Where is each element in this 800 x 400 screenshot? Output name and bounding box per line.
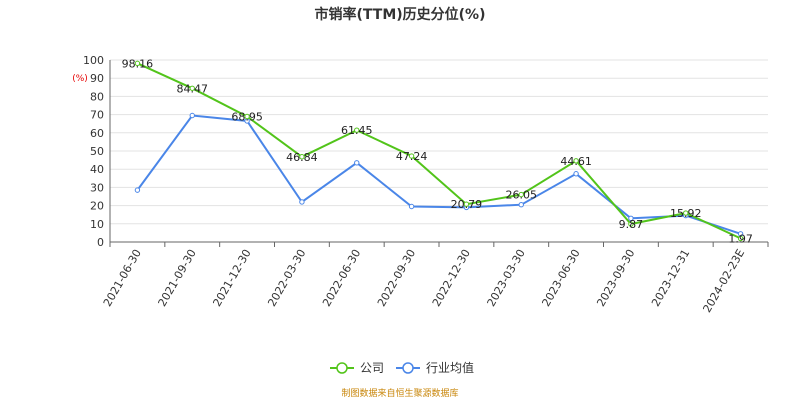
- y-tick-labels: 0 10 20 30 40 50 60 70 80 90 100: [83, 54, 104, 249]
- series-0-point: [134, 60, 141, 67]
- series-0-point: [408, 153, 415, 159]
- x-tick-label: 2023-12-31: [649, 247, 692, 309]
- series-0-point: [244, 113, 250, 120]
- data-label: 1.97: [728, 232, 753, 245]
- y-tick-label: 10: [90, 218, 104, 231]
- y-tick-label: 40: [90, 163, 104, 176]
- y-tick-label: 20: [90, 200, 104, 213]
- y-tick-label: 100: [83, 54, 104, 67]
- y-tick-label: 60: [90, 127, 104, 140]
- x-tick-labels: 2021-06-30 2021-09-30 2021-12-30 2022-03-30…: [101, 247, 747, 315]
- data-label: 47.24: [396, 150, 428, 163]
- legend[interactable]: 公司 行业均值: [330, 360, 474, 375]
- series-0-point: [737, 235, 744, 242]
- data-label: 61.45: [341, 124, 373, 137]
- legend-item-1[interactable]: 行业均值: [396, 360, 474, 375]
- series-1-point: [518, 201, 524, 208]
- data-labels: 98.16 84.47 68.95 46.84 61.45 47.24 20.79 26.05…: [122, 57, 753, 245]
- chart-title: 市销率(TTM)历史分位(%): [315, 6, 486, 23]
- x-tick-label: 2022-03-30: [265, 247, 308, 309]
- data-label: 84.47: [177, 82, 209, 95]
- axes: [109, 60, 769, 247]
- legend-marker: [402, 362, 414, 374]
- source-note: 制图数据来自恒生聚源数据库: [341, 387, 458, 399]
- y-tick-label: 30: [90, 181, 104, 194]
- series-0-point: [628, 221, 634, 227]
- data-label: 20.79: [451, 198, 483, 211]
- series-1-point: [134, 187, 141, 193]
- x-tick-label: 2022-09-30: [375, 247, 418, 309]
- x-tick-label: 2023-03-30: [485, 247, 528, 309]
- series-0-point: [463, 201, 470, 207]
- legend-marker: [336, 362, 348, 374]
- series-1-point: [573, 171, 579, 177]
- y-tick-label: 90: [90, 72, 104, 85]
- gridlines: [110, 59, 768, 225]
- y-axis-unit: (%): [72, 74, 88, 84]
- series-0-point: [518, 191, 524, 198]
- y-tick-label: 0: [97, 236, 104, 249]
- series-line-1: [136, 114, 741, 235]
- x-tick-label: 2023-06-30: [539, 247, 582, 309]
- y-tick-label: 80: [90, 90, 104, 103]
- y-tick-label: 50: [90, 145, 104, 158]
- x-tick-label: 2024-02-23E: [700, 247, 747, 315]
- data-label: 15.92: [670, 207, 702, 220]
- series-points: [134, 60, 744, 242]
- data-label: 68.95: [231, 111, 263, 124]
- series-0-point: [189, 85, 195, 91]
- data-label: 44.61: [560, 155, 592, 168]
- series-1-point: [408, 203, 415, 210]
- x-tick-label: 2021-09-30: [156, 247, 199, 309]
- x-tick-label: 2022-06-30: [320, 247, 363, 309]
- series-1-point: [354, 160, 360, 166]
- legend-label: 行业均值: [426, 360, 474, 375]
- data-label: 9.87: [619, 218, 644, 231]
- data-label: 26.05: [506, 189, 538, 202]
- legend-item-0[interactable]: 公司: [330, 361, 384, 375]
- y-tick-label: 70: [90, 109, 104, 122]
- x-tick-label: 2022-12-30: [430, 247, 473, 309]
- legend-label: 公司: [360, 361, 384, 375]
- data-label: 46.84: [286, 151, 318, 164]
- series-0-point: [573, 158, 579, 164]
- series-0-point: [354, 127, 360, 133]
- series-1-point: [299, 199, 305, 205]
- series-lines: [136, 62, 742, 240]
- x-tick-label: 2021-06-30: [101, 247, 144, 309]
- series-0-point: [683, 210, 689, 216]
- series-1-point: [189, 112, 195, 119]
- data-label: 98.16: [122, 57, 154, 70]
- series-0-point: [299, 154, 305, 160]
- series-1-point: [628, 215, 634, 222]
- series-line-0: [136, 62, 742, 240]
- x-tick-label: 2021-12-30: [210, 247, 253, 309]
- x-tick-label: 2023-09-30: [594, 247, 637, 309]
